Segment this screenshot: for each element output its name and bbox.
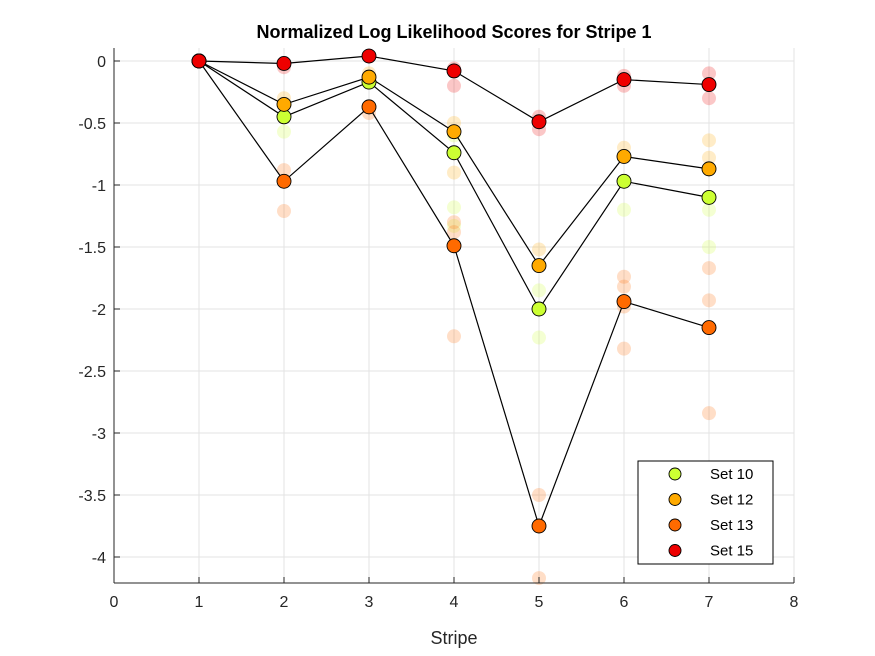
y-tick-label: -3	[92, 426, 106, 443]
faded-point	[702, 133, 716, 148]
x-tick-label: 1	[195, 594, 204, 611]
data-point	[446, 145, 462, 161]
data-point	[701, 320, 717, 336]
legend-label: Set 12	[710, 492, 753, 509]
x-tick-label: 6	[620, 594, 629, 611]
y-tick-label: -1	[92, 178, 106, 195]
axes	[113, 48, 795, 584]
data-point	[361, 69, 377, 85]
legend-box	[637, 460, 774, 565]
legend-marker	[668, 493, 682, 506]
faded-point	[532, 488, 546, 502]
x-tick-label: 8	[790, 594, 799, 611]
data-point	[531, 114, 547, 130]
data-point	[276, 109, 292, 125]
chart-title: Normalized Log Likelihood Scores for Str…	[256, 22, 651, 42]
y-tick-label: -4	[92, 550, 106, 567]
faded-point	[447, 215, 461, 230]
series-markers	[191, 48, 717, 534]
y-tick-label: -2.5	[78, 364, 106, 381]
y-tick-label: -1.5	[78, 240, 106, 257]
faded-point	[447, 165, 461, 180]
faded-point	[617, 279, 631, 294]
faded-point	[532, 330, 546, 345]
faded-point	[447, 218, 461, 233]
faded-point	[702, 406, 716, 421]
faded-point	[447, 329, 461, 344]
data-point	[446, 63, 462, 79]
data-point	[276, 173, 292, 189]
x-axis-label: Stripe	[430, 628, 477, 648]
x-tick-label: 5	[535, 594, 544, 611]
faded-point	[447, 200, 461, 215]
legend-label: Set 10	[710, 466, 753, 483]
faded-point	[702, 261, 716, 276]
legend-label: Set 13	[710, 517, 753, 534]
data-point	[446, 124, 462, 140]
data-point	[701, 189, 717, 205]
data-point	[361, 48, 377, 64]
faded-point	[277, 124, 291, 139]
tick-labels: 0 1 2 3 4 5 6 7 8 0 -0.5 -1 -1.5 -2 -2.5 -3 -3.5 -4	[78, 54, 798, 611]
faded-point	[532, 283, 546, 298]
data-point	[446, 238, 462, 254]
legend-marker	[668, 544, 682, 557]
y-tick-label: -0.5	[78, 116, 106, 133]
faded-point	[617, 341, 631, 356]
data-point	[276, 56, 292, 71]
x-tick-label: 7	[705, 594, 714, 611]
data-point	[276, 96, 292, 112]
x-tick-label: 4	[450, 594, 459, 611]
y-tick-label: 0	[97, 54, 106, 71]
data-point	[701, 77, 717, 93]
data-point	[701, 161, 717, 177]
faded-point	[702, 293, 716, 308]
data-point	[361, 99, 377, 115]
faded-point	[702, 66, 716, 81]
legend-label: Set 15	[710, 543, 753, 560]
x-tick-label: 2	[280, 594, 289, 611]
data-point	[531, 518, 547, 534]
faded-point	[447, 225, 461, 240]
data-point	[616, 294, 632, 310]
data-point	[531, 258, 547, 274]
faded-point	[277, 163, 291, 178]
data-point	[191, 53, 207, 69]
y-tick-label: -3.5	[78, 488, 106, 505]
data-point	[531, 301, 547, 317]
legend-marker	[668, 518, 682, 532]
faded-point	[447, 78, 461, 93]
y-tick-label: -2	[92, 302, 106, 319]
faded-point	[702, 202, 716, 217]
faded-point	[532, 242, 546, 257]
legend: Set 10 Set 12 Set 13 Set 15	[637, 460, 774, 565]
x-tick-label: 3	[365, 594, 374, 611]
faded-point	[617, 202, 631, 217]
data-point	[616, 173, 632, 189]
data-point	[616, 72, 632, 88]
faded-point	[277, 204, 291, 219]
legend-marker	[668, 467, 682, 481]
faded-point	[702, 91, 716, 106]
x-tick-label: 0	[110, 594, 119, 611]
data-point	[616, 149, 632, 164]
faded-point	[617, 269, 631, 284]
faded-point	[702, 150, 716, 165]
faded-point	[702, 240, 716, 254]
